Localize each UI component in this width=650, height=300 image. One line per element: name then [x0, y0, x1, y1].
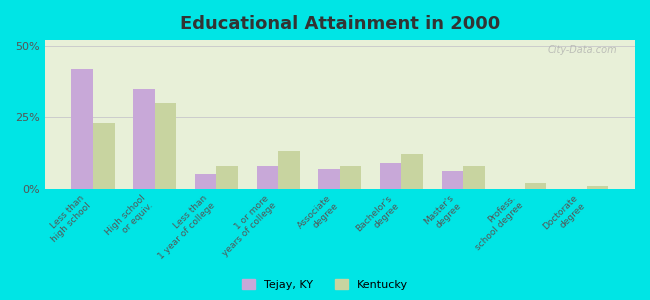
Bar: [93, 123, 114, 189]
Bar: [463, 166, 485, 189]
Bar: [72, 69, 93, 189]
Bar: [318, 169, 340, 189]
Bar: [216, 166, 238, 189]
Bar: [278, 152, 300, 189]
Bar: [155, 103, 176, 189]
Bar: [195, 174, 216, 189]
Bar: [586, 186, 608, 189]
Title: Educational Attainment in 2000: Educational Attainment in 2000: [179, 15, 500, 33]
Bar: [257, 166, 278, 189]
Legend: Tejay, KY, Kentucky: Tejay, KY, Kentucky: [237, 275, 413, 294]
Bar: [133, 89, 155, 189]
Bar: [380, 163, 402, 189]
Text: City-Data.com: City-Data.com: [548, 45, 617, 55]
Bar: [402, 154, 423, 189]
Bar: [525, 183, 547, 189]
Bar: [340, 166, 361, 189]
Bar: [441, 172, 463, 189]
